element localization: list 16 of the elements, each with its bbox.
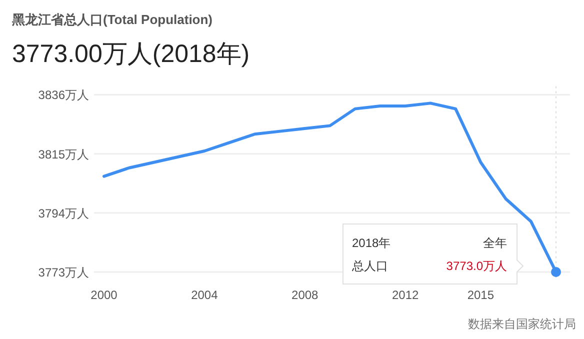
x-tick-label: 2000 xyxy=(90,288,118,302)
annotation: 全年 xyxy=(483,236,507,250)
chart-title: 黑龙江省总人口(Total Population) xyxy=(11,12,213,27)
y-tick-label: 3773万人 xyxy=(38,265,89,280)
y-tick-label: 3836万人 xyxy=(38,88,89,102)
chart-subtitle: 3773.00万人(2018年) xyxy=(12,40,250,68)
x-tick-label: 2008 xyxy=(292,288,319,302)
x-tick-label: 2015 xyxy=(467,288,494,302)
text: 数据来自国家统计局 xyxy=(468,317,576,331)
annotation: 3773.0万人 xyxy=(446,259,507,273)
annotation: 总人口 xyxy=(351,259,388,273)
x-tick-label: 2004 xyxy=(191,288,218,302)
x-tick-label: 2012 xyxy=(392,288,420,302)
y-tick-label: 3794万人 xyxy=(38,206,89,220)
y-tick-label: 3815万人 xyxy=(38,147,89,162)
annotation: 2018年 xyxy=(352,236,391,250)
